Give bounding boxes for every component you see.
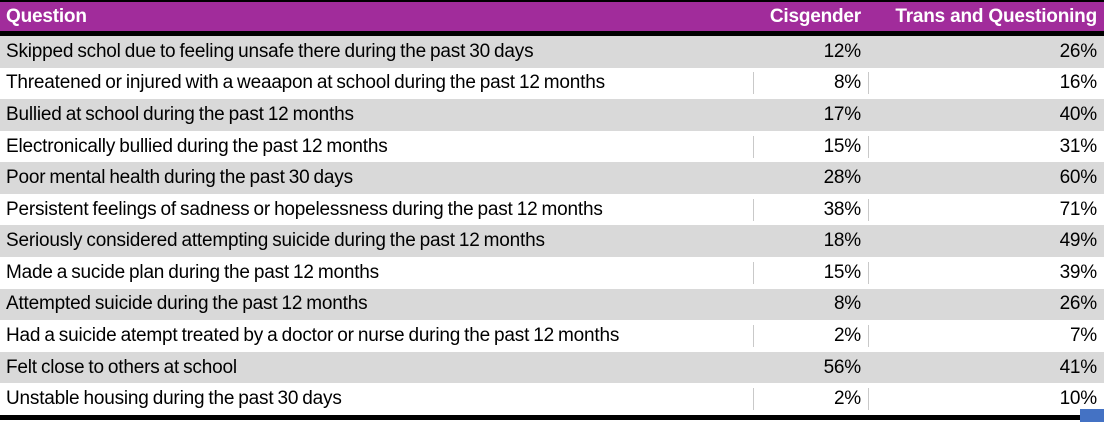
cisgender-value-cell: 2% (753, 388, 868, 411)
trans-value-cell: 10% (868, 388, 1104, 411)
question-cell: Threatened or injured with a weaapon at … (6, 72, 605, 94)
table-row: Had a suicide atempt treated by a doctor… (0, 320, 1104, 352)
column-header-question: Question (6, 5, 87, 27)
bottom-border (0, 415, 1104, 420)
trans-value-cell: 26% (1059, 40, 1098, 62)
trans-value-cell: 71% (868, 198, 1104, 221)
cisgender-value-cell: 28% (823, 167, 862, 189)
table-row: Attempted suicide during the past 12 mon… (0, 288, 1104, 321)
table-row: Threatened or injured with a weaapon at … (0, 67, 1104, 100)
question-cell: Seriously considered attempting suicide … (6, 230, 545, 252)
cisgender-value-cell: 8% (833, 293, 861, 315)
table-row: Persistent feelings of sadness or hopele… (0, 193, 1104, 226)
trans-value-cell: 41% (1059, 356, 1098, 378)
table-header-row: Question Cisgender Trans and Questioning (0, 2, 1104, 36)
question-cell: Felt close to others at school (6, 356, 237, 378)
cisgender-value-cell: 8% (753, 72, 868, 95)
table-row: Unstable housing during the past 30 days… (0, 383, 1104, 415)
trans-value-cell: 26% (1059, 293, 1098, 315)
cisgender-value-cell: 18% (823, 230, 862, 252)
column-header-cisgender: Cisgender (769, 5, 861, 27)
question-cell: Skipped schol due to feeling unsafe ther… (6, 40, 534, 62)
question-cell: Made a sucide plan during the past 12 mo… (6, 261, 379, 283)
column-header-trans-and-questioning: Trans and Questioning (895, 5, 1097, 27)
cisgender-value-cell: 15% (753, 135, 868, 158)
trans-value-cell: 40% (1059, 103, 1098, 125)
table-row: Seriously considered attempting suicide … (0, 225, 1104, 258)
trans-value-cell: 16% (868, 72, 1104, 95)
trans-value-cell: 31% (868, 135, 1104, 158)
question-cell: Attempted suicide during the past 12 mon… (6, 293, 368, 315)
cisgender-value-cell: 12% (823, 40, 862, 62)
trans-value-cell: 49% (1059, 230, 1098, 252)
trans-value-cell: 60% (1059, 167, 1098, 189)
question-cell: Unstable housing during the past 30 days (6, 388, 342, 410)
table-body: Skipped schol due to feeling unsafe ther… (0, 36, 1104, 415)
top-border (0, 0, 1104, 2)
table-row: Felt close to others at school 56% 41% (0, 351, 1104, 384)
question-cell: Electronically bullied during the past 1… (6, 135, 388, 157)
selection-fill-handle[interactable] (1080, 409, 1104, 422)
table-row: Skipped schol due to feeling unsafe ther… (0, 36, 1104, 68)
question-cell: Poor mental health during the past 30 da… (6, 167, 353, 189)
table-row: Poor mental health during the past 30 da… (0, 162, 1104, 194)
trans-value-cell: 7% (868, 324, 1104, 347)
cisgender-value-cell: 2% (753, 324, 868, 347)
cisgender-value-cell: 15% (753, 261, 868, 284)
table-row: Bullied at school during the past 12 mon… (0, 99, 1104, 131)
trans-value-cell: 39% (868, 261, 1104, 284)
cisgender-value-cell: 56% (823, 356, 862, 378)
table-row: Made a sucide plan during the past 12 mo… (0, 257, 1104, 289)
cisgender-value-cell: 17% (823, 103, 862, 125)
question-cell: Bullied at school during the past 12 mon… (6, 103, 354, 125)
table-row: Electronically bullied during the past 1… (0, 130, 1104, 163)
question-cell: Persistent feelings of sadness or hopele… (6, 198, 603, 220)
question-cell: Had a suicide atempt treated by a doctor… (6, 324, 620, 346)
cisgender-value-cell: 38% (753, 198, 868, 221)
